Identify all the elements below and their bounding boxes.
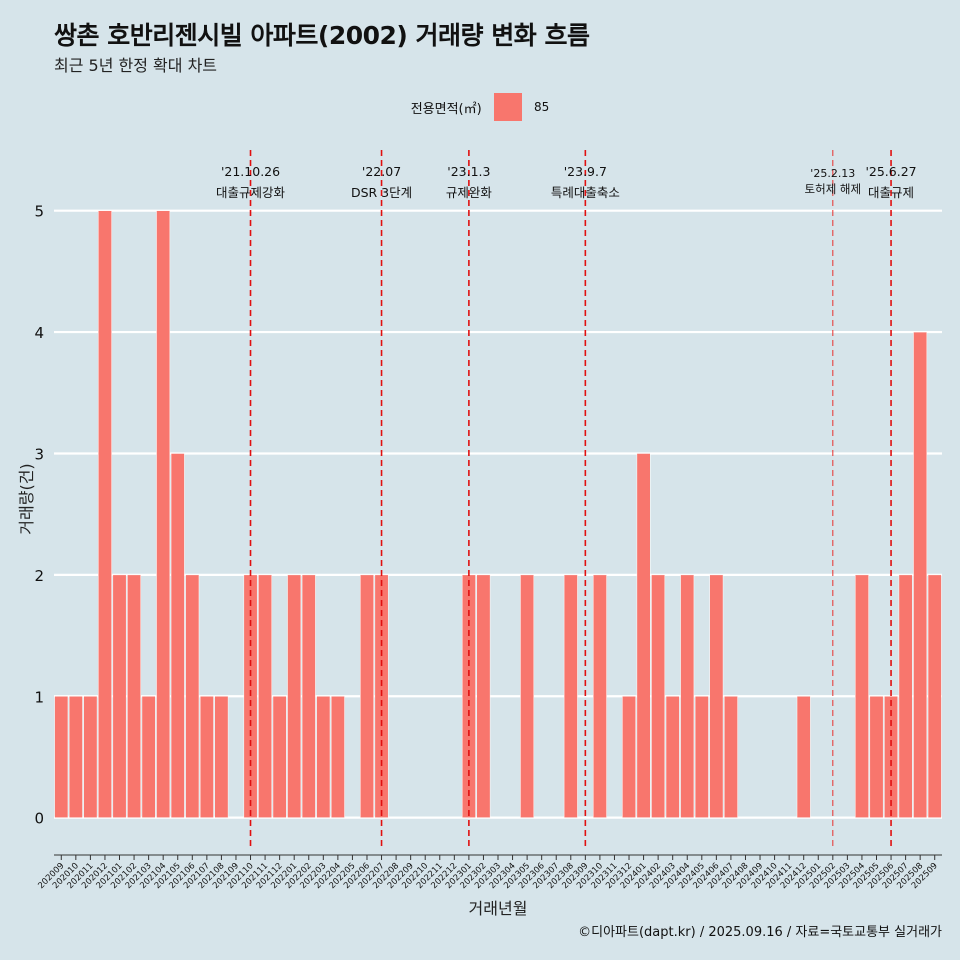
bar xyxy=(927,574,942,818)
event-text-label: 규제완화 xyxy=(446,185,493,200)
bar xyxy=(592,574,607,818)
y-tick-label: 4 xyxy=(34,324,44,342)
bar xyxy=(301,574,316,818)
bar xyxy=(563,574,578,818)
bar xyxy=(127,574,141,818)
event-date-label: '25.2.13 xyxy=(810,167,855,180)
bar xyxy=(913,331,928,818)
event-text-label: DSR 3단계 xyxy=(351,185,412,200)
bar xyxy=(694,696,709,818)
event-text-label: 토허제 해제 xyxy=(805,182,862,196)
legend-label: 85 xyxy=(533,100,550,114)
bar xyxy=(258,574,273,818)
bar xyxy=(199,696,214,818)
bar xyxy=(636,453,651,818)
y-axis-title: 거래량(건) xyxy=(17,463,36,534)
legend: 전용면적(㎡) 85 xyxy=(0,93,960,121)
event-date-label: '23.1.3 xyxy=(447,164,490,179)
bar xyxy=(884,696,898,818)
bar xyxy=(476,574,491,818)
bar xyxy=(272,696,287,818)
y-tick-label: 1 xyxy=(34,688,44,706)
legend-title: 전용면적(㎡) xyxy=(410,101,482,117)
bar xyxy=(898,574,913,818)
bar xyxy=(869,696,884,818)
event-text-label: 특례대출축소 xyxy=(551,185,620,200)
bar xyxy=(68,696,83,818)
bar xyxy=(651,574,666,818)
bar xyxy=(680,574,695,818)
bar xyxy=(83,696,98,818)
bar xyxy=(185,574,200,818)
x-axis-title: 거래년월 xyxy=(469,899,528,918)
event-date-label: '22.07 xyxy=(362,164,401,179)
bar xyxy=(360,574,374,818)
bar xyxy=(709,574,724,818)
chart-title: 쌍촌 호반리젠시빌 아파트(2002) 거래량 변화 흐름 xyxy=(54,21,590,50)
bar xyxy=(112,574,127,818)
bar xyxy=(287,574,302,818)
y-tick-label: 0 xyxy=(34,810,44,828)
bar xyxy=(141,696,156,818)
event-text-label: 대출규제강화 xyxy=(216,185,286,200)
event-date-label: '25.6.27 xyxy=(865,164,916,179)
bar xyxy=(855,574,869,818)
bar xyxy=(665,696,680,818)
bar xyxy=(796,696,811,818)
bar xyxy=(214,696,229,818)
y-tick-label: 5 xyxy=(34,203,44,221)
event-date-label: '23.9.7 xyxy=(564,164,607,179)
bar xyxy=(723,696,738,818)
event-date-label: '21.10.26 xyxy=(221,164,280,179)
source-caption: ©디아파트(dapt.kr) / 2025.09.16 / 자료=국토교통부 실… xyxy=(578,925,942,940)
bar xyxy=(170,453,185,818)
bar xyxy=(622,696,636,818)
bar xyxy=(98,210,112,818)
y-tick-label: 3 xyxy=(34,445,44,463)
y-tick-label: 2 xyxy=(34,567,44,585)
event-text-label: 대출규제 xyxy=(868,185,914,200)
legend-swatch xyxy=(493,93,522,121)
chart-subtitle: 최근 5년 한정 확대 차트 xyxy=(54,56,218,75)
bar xyxy=(54,696,69,818)
bar xyxy=(520,574,535,818)
bar xyxy=(330,696,345,818)
bar xyxy=(156,210,171,818)
bar xyxy=(316,696,331,818)
